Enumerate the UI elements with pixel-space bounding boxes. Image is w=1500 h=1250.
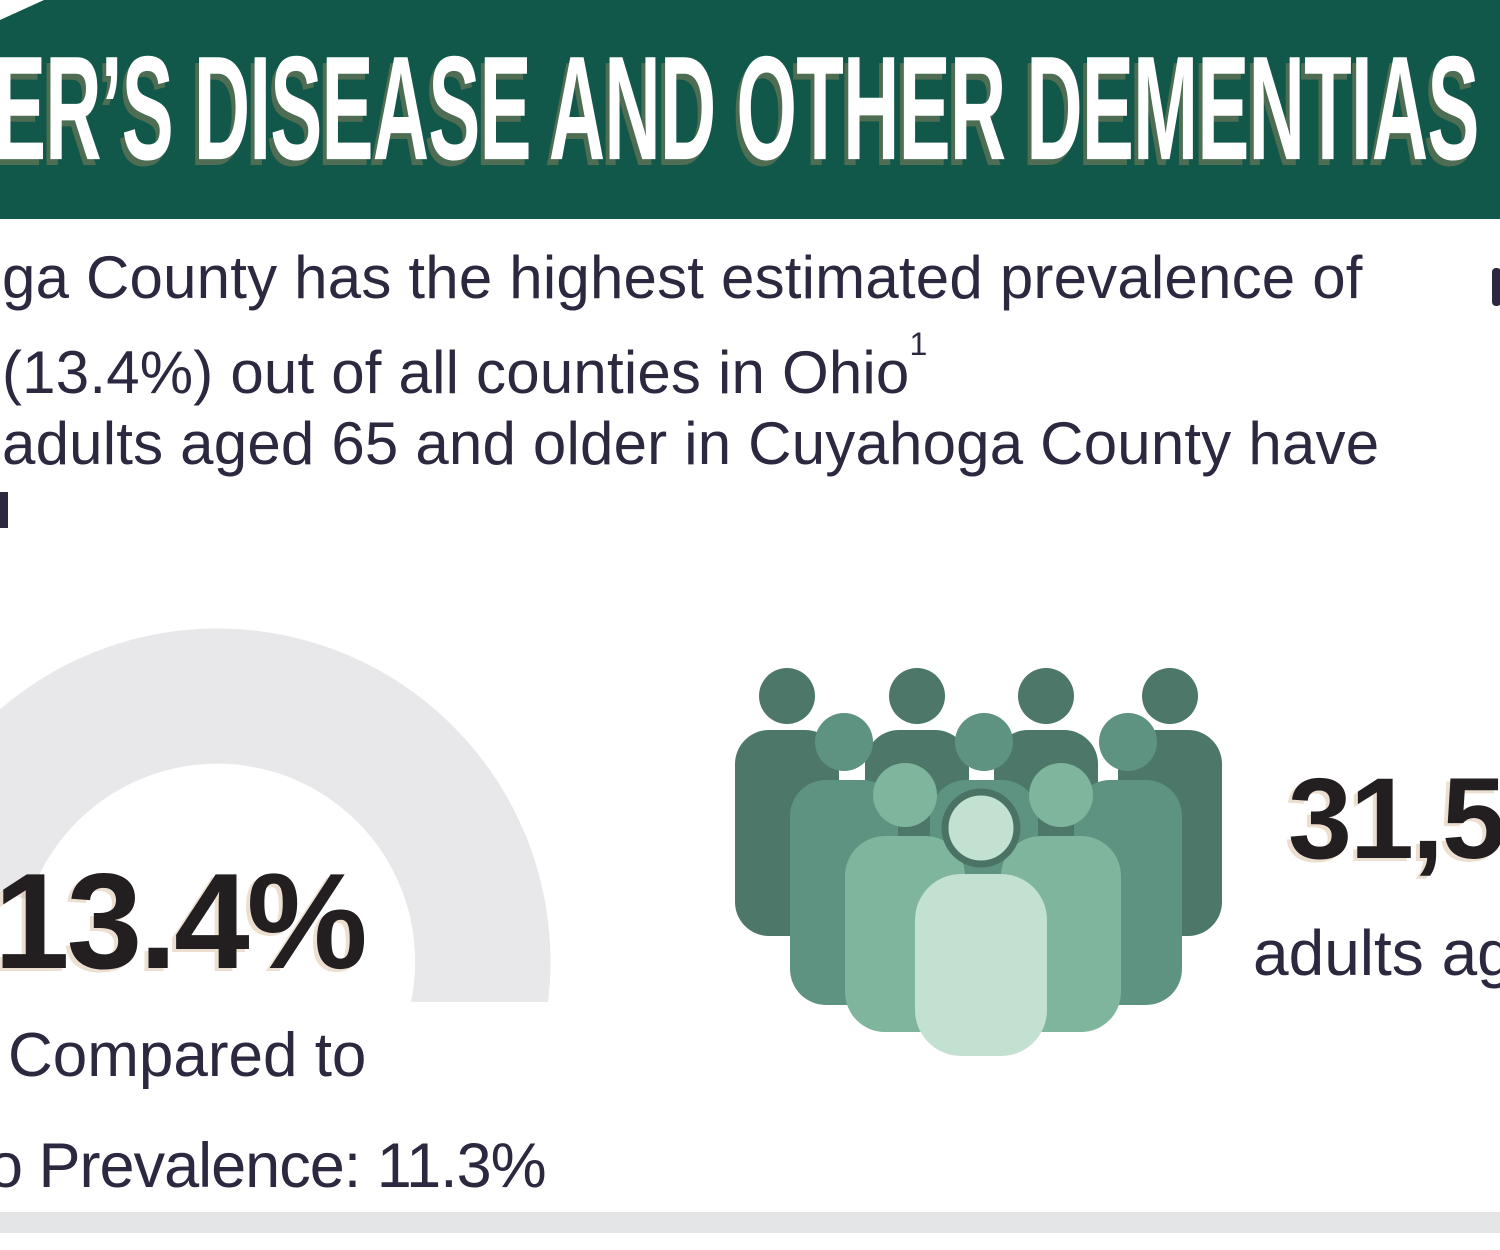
intro-line-3: adults aged 65 and older in Cuyahoga Cou… [2,410,1380,477]
page-title: ER’S DISEASE AND OTHER DEMENTIAS [0,25,1479,192]
crowd-front-person [915,788,1047,1056]
cropped-glyph-fragment-right [1492,268,1500,306]
front-person-head [941,788,1021,868]
population-label: adults ag [1253,917,1500,989]
gauge-arc-track [0,628,551,1002]
intro-line-1: ga County has the highest estimated prev… [2,244,1363,311]
prevalence-value: 13.4% [0,845,368,997]
intro-line-2: (13.4%) out of all counties in Ohio1 [2,326,928,407]
intro-line-2-text: (13.4%) out of all counties in Ohio [2,339,910,406]
gauge-caption-line-1: Compared to [8,1021,367,1090]
header-banner: ER’S DISEASE AND OTHER DEMENTIAS [0,0,1500,219]
population-value: 31,5 [1288,755,1500,883]
gauge-chart [0,628,551,1002]
next-section-band [0,1212,1500,1233]
crowd-icon [735,668,1222,1056]
footnote-marker: 1 [909,326,928,362]
gauge-caption-line-2: o Prevalence: 11.3% [0,1131,547,1201]
cropped-glyph-fragment-left [0,492,8,528]
